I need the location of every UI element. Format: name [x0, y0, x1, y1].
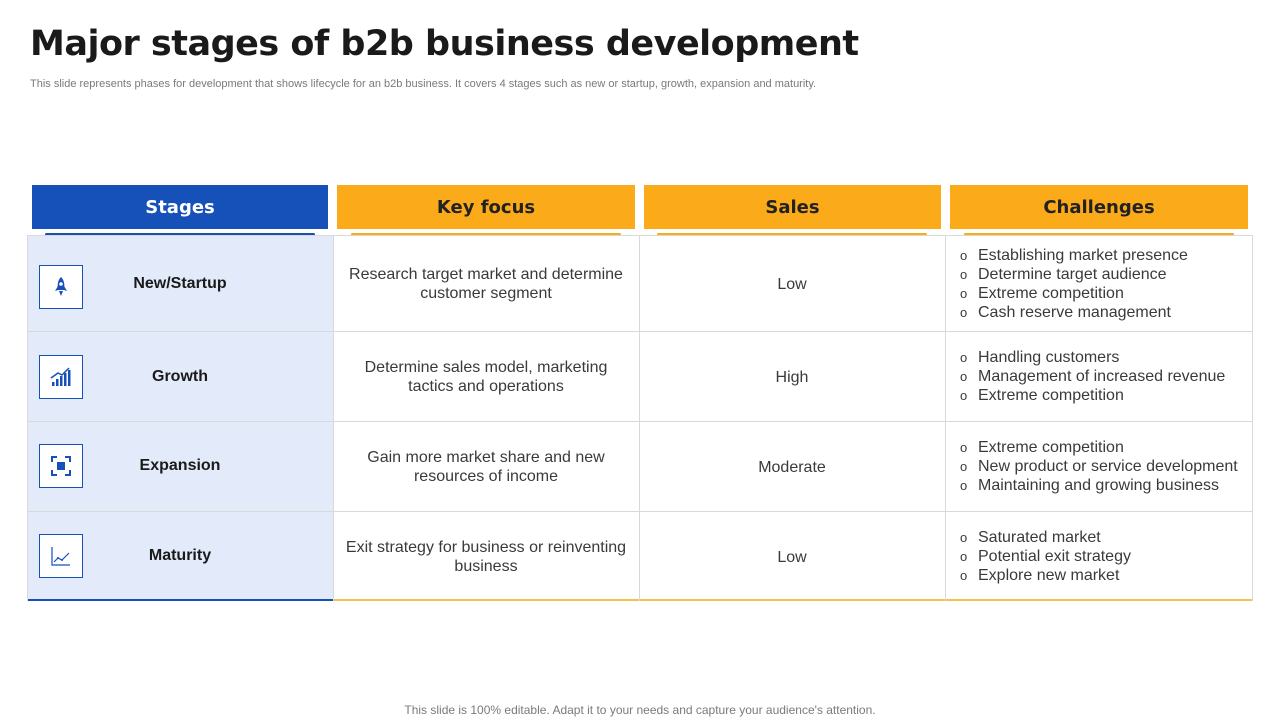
list-item: o New product or service development — [957, 457, 1247, 476]
sales-value: Low — [777, 548, 807, 566]
page-title: Major stages of b2b business development — [30, 24, 859, 64]
challenge-text: Establishing market presence — [978, 247, 1188, 264]
challenges-list: o Saturated market o Potential exit strate… — [957, 528, 1247, 585]
table-row: New/Startup Research target market and d… — [27, 235, 1253, 331]
bullet-icon: o — [960, 267, 968, 282]
stage-name: Growth — [152, 368, 208, 385]
challenge-text: Maintaining and growing business — [978, 477, 1220, 494]
sales-cell: Low — [641, 512, 943, 602]
challenge-text: Potential exit strategy — [978, 548, 1131, 565]
key-focus-text: Determine sales model, marketing tactics… — [364, 359, 608, 395]
header-sales-underline — [657, 233, 927, 236]
key-focus-text: Exit strategy for business or reinventin… — [345, 539, 627, 575]
sales-value: Low — [777, 275, 807, 293]
challenge-text: Cash reserve management — [978, 304, 1171, 321]
key-focus-cell: Exit strategy for business or reinventin… — [335, 512, 637, 602]
list-item: o Potential exit strategy — [957, 547, 1247, 566]
header-key-focus-underline — [351, 233, 621, 236]
list-item: o Establishing market presence — [957, 246, 1247, 265]
challenges-list: o Extreme competition o New product or ser… — [957, 438, 1247, 495]
challenge-text: Saturated market — [978, 529, 1101, 546]
expand-icon — [39, 444, 83, 488]
bullet-icon: o — [960, 369, 968, 384]
key-focus-text: Gain more market share and new resources… — [367, 449, 605, 485]
header-challenges-underline — [964, 233, 1234, 236]
column-divider — [639, 235, 640, 601]
list-item: o Extreme competition — [957, 284, 1247, 303]
bullet-icon: o — [960, 305, 968, 320]
key-focus-cell: Determine sales model, marketing tactics… — [335, 332, 637, 422]
challenge-text: Extreme competition — [978, 387, 1124, 404]
bullet-icon: o — [960, 286, 968, 301]
challenges-list: o Handling customers o Management of incre… — [957, 348, 1247, 405]
bullet-icon: o — [960, 478, 968, 493]
challenge-text: Extreme competition — [978, 285, 1124, 302]
sales-cell: Moderate — [641, 422, 943, 512]
header-key-focus: Key focus — [337, 185, 635, 229]
page-subtitle: This slide represents phases for develop… — [30, 78, 817, 90]
sales-value: High — [775, 368, 809, 386]
bullet-icon: o — [960, 549, 968, 564]
challenge-text: Explore new market — [978, 567, 1120, 584]
list-item: o Management of increased revenue — [957, 367, 1247, 386]
column-divider — [945, 235, 946, 601]
bullet-icon: o — [960, 350, 968, 365]
footer-note: This slide is 100% editable. Adapt it to… — [404, 703, 876, 717]
bullet-icon: o — [960, 568, 968, 583]
list-item: o Maintaining and growing business — [957, 476, 1247, 495]
stage-name: New/Startup — [133, 275, 227, 292]
list-item: o Extreme competition — [957, 438, 1247, 457]
column-divider — [333, 235, 334, 601]
bullet-icon: o — [960, 459, 968, 474]
stage-name: Maturity — [148, 547, 212, 564]
rocket-icon — [39, 265, 83, 309]
header-stages-underline — [45, 233, 315, 236]
table-row: Maturity Exit strategy for business or r… — [27, 511, 1253, 601]
list-item: o Determine target audience — [957, 265, 1247, 284]
sales-cell: Low — [641, 236, 943, 332]
stage-name: Expansion — [139, 457, 221, 474]
key-focus-cell: Gain more market share and new resources… — [335, 422, 637, 512]
bullet-icon: o — [960, 248, 968, 263]
header-challenges: Challenges — [950, 185, 1248, 229]
line-chart-icon — [39, 534, 83, 578]
stages-table: New/Startup Research target market and d… — [27, 235, 1253, 601]
challenge-text: Extreme competition — [978, 439, 1124, 456]
key-focus-text: Research target market and determine cus… — [349, 266, 623, 302]
table-row: Growth Determine sales model, marketing … — [27, 331, 1253, 421]
challenge-text: Management of increased revenue — [978, 368, 1226, 385]
list-item: o Cash reserve management — [957, 303, 1247, 322]
list-item: o Extreme competition — [957, 386, 1247, 405]
challenge-text: Determine target audience — [978, 266, 1167, 283]
list-item: o Handling customers — [957, 348, 1247, 367]
header-stages: Stages — [32, 185, 328, 229]
growth-chart-icon — [39, 355, 83, 399]
key-focus-cell: Research target market and determine cus… — [335, 236, 637, 332]
header-sales: Sales — [644, 185, 941, 229]
table-header-row: Stages Key focus Sales Challenges — [32, 185, 1248, 237]
column-divider — [27, 235, 28, 601]
challenges-list: o Establishing market presence o Determine… — [957, 246, 1247, 322]
challenge-text: New product or service development — [978, 458, 1238, 475]
bullet-icon: o — [960, 440, 968, 455]
column-divider — [1252, 235, 1253, 601]
sales-cell: High — [641, 332, 943, 422]
sales-value: Moderate — [758, 458, 826, 476]
table-row: Expansion Gain more market share and new… — [27, 421, 1253, 511]
list-item: o Explore new market — [957, 566, 1247, 585]
challenge-text: Handling customers — [978, 349, 1120, 366]
bullet-icon: o — [960, 530, 968, 545]
bullet-icon: o — [960, 388, 968, 403]
list-item: o Saturated market — [957, 528, 1247, 547]
